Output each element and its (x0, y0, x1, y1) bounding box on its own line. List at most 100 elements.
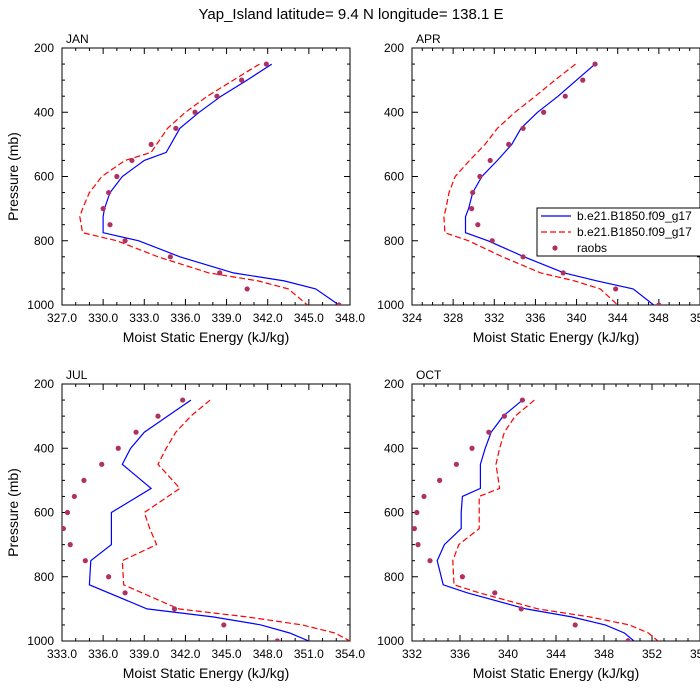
raobs-point (167, 254, 173, 260)
y-tick-label: 800 (384, 570, 404, 584)
raobs-point (107, 222, 113, 228)
y-tick-label: 400 (384, 105, 404, 119)
raobs-point (459, 574, 465, 580)
x-tick-label: 345.0 (212, 647, 242, 661)
model-b-line (121, 399, 350, 641)
y-tick-label: 600 (34, 506, 54, 520)
y-tick-label: 800 (34, 570, 54, 584)
raobs-point (613, 286, 619, 292)
y-axis-label: Pressure (mb) (5, 132, 21, 221)
y-tick-label: 400 (34, 441, 54, 455)
raobs-point (239, 77, 245, 83)
x-tick-label: 348.0 (253, 647, 283, 661)
raobs-point (99, 461, 105, 467)
x-tick-label: 348 (649, 311, 669, 325)
x-tick-label: 342.0 (170, 647, 200, 661)
x-tick-label: 351.0 (294, 647, 324, 661)
x-tick-label: 328 (443, 311, 463, 325)
y-tick-label: 200 (34, 377, 54, 391)
x-tick-label: 342.0 (253, 311, 283, 325)
legend-label: b.e21.B1850.f09_g17 (577, 225, 692, 239)
y-tick-label: 200 (384, 41, 404, 55)
raobs-point (244, 286, 250, 292)
raobs-point (580, 77, 586, 83)
y-tick-label: 1000 (27, 298, 54, 312)
raobs-point (560, 270, 566, 276)
y-tick-label: 600 (34, 170, 54, 184)
x-tick-label: 336.0 (88, 647, 118, 661)
y-axis-label: Pressure (mb) (5, 468, 21, 557)
raobs-point (562, 93, 568, 99)
plot-area (443, 61, 662, 305)
legend: b.e21.B1850.f09_g17 b.e21.B1850.f09_g17ra… (536, 207, 700, 257)
raobs-point (82, 558, 88, 564)
y-tick-label: 600 (384, 170, 404, 184)
raobs-point (469, 445, 475, 451)
x-tick-label: 327.0 (47, 311, 77, 325)
model-b-line (79, 63, 308, 305)
raobs-point (415, 542, 421, 548)
raobs-point (148, 141, 154, 147)
legend-label: b.e21.B1850.f09_g17 (577, 209, 692, 223)
raobs-point (100, 206, 106, 212)
raobs-point (217, 270, 223, 276)
x-tick-label: 352 (690, 311, 700, 325)
raobs-point (492, 590, 498, 596)
x-axis-label: Moist Static Energy (kJ/kg) (473, 665, 640, 681)
y-tick-label: 400 (34, 105, 54, 119)
x-tick-label: 324 (402, 311, 422, 325)
x-tick-label: 340 (498, 647, 518, 661)
raobs-point (520, 254, 526, 260)
model-a-line (102, 63, 340, 305)
raobs-point (221, 622, 227, 628)
x-tick-label: 344 (546, 647, 566, 661)
model-b-line (452, 399, 659, 641)
raobs-point (489, 238, 495, 244)
panel-label: JAN (66, 32, 89, 46)
raobs-point (180, 397, 186, 403)
raobs-point (155, 413, 161, 419)
x-tick-label: 345.0 (294, 311, 324, 325)
legend-marker (552, 245, 558, 251)
raobs-point (106, 574, 112, 580)
raobs-point (336, 302, 342, 305)
raobs-point (81, 477, 87, 483)
raobs-point (437, 477, 443, 483)
plot-area (79, 61, 342, 305)
y-tick-label: 1000 (27, 634, 54, 648)
y-tick-label: 200 (384, 377, 404, 391)
raobs-point (469, 206, 475, 212)
y-tick-label: 800 (384, 234, 404, 248)
x-tick-label: 332 (484, 311, 504, 325)
x-tick-label: 352 (642, 647, 662, 661)
raobs-point (541, 109, 547, 115)
x-axis-label: Moist Static Energy (kJ/kg) (123, 329, 290, 345)
y-tick-label: 1000 (377, 634, 404, 648)
plot-area (412, 397, 659, 641)
raobs-point (414, 509, 420, 516)
x-tick-label: 348 (594, 647, 614, 661)
raobs-point (519, 397, 526, 403)
raobs-point (133, 429, 139, 435)
panel-label: OCT (416, 368, 442, 382)
raobs-point (518, 606, 524, 612)
raobs-point (129, 157, 135, 164)
model-a-line (436, 399, 635, 641)
x-tick-label: 332 (402, 647, 422, 661)
x-axis-label: Moist Static Energy (kJ/kg) (473, 329, 640, 345)
x-tick-label: 336 (450, 647, 470, 661)
x-axis-label: Moist Static Energy (kJ/kg) (123, 665, 290, 681)
y-tick-label: 1000 (377, 298, 404, 312)
x-tick-label: 354.0 (335, 647, 365, 661)
y-tick-label: 400 (384, 441, 404, 455)
x-tick-label: 333.0 (129, 311, 159, 325)
raobs-point (487, 157, 493, 164)
model-b-line (443, 63, 619, 305)
x-tick-label: 339.0 (129, 647, 159, 661)
x-tick-label: 344 (608, 311, 628, 325)
raobs-point (64, 509, 71, 516)
